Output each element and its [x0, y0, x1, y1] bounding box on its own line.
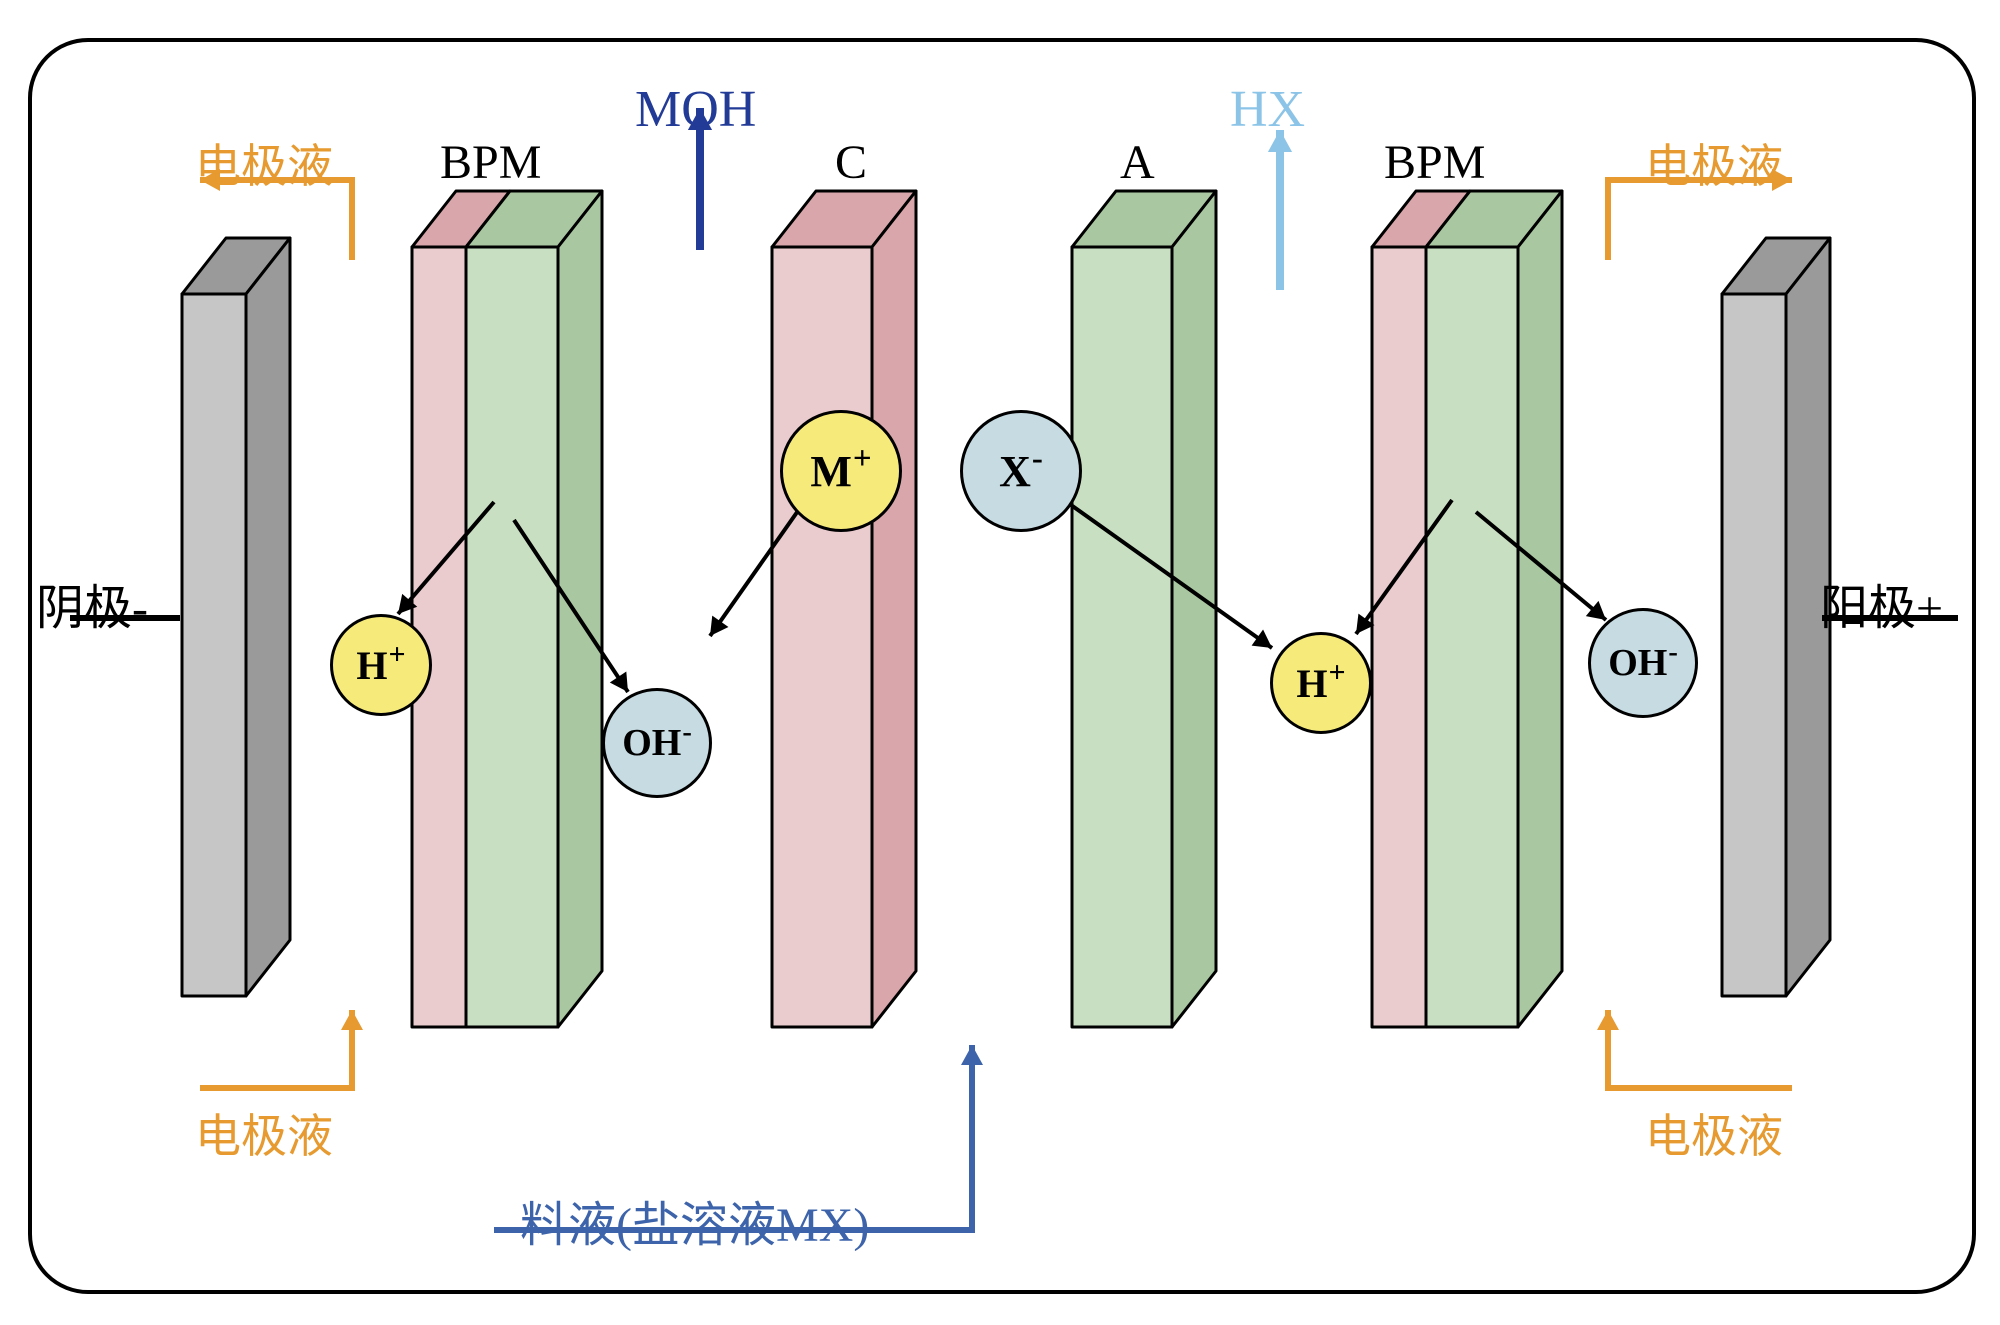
lbl-c: C	[835, 135, 867, 190]
ion-ion-h-right: H+	[1270, 632, 1372, 734]
ion-ion-m: M+	[780, 410, 902, 532]
ion-base: H	[356, 642, 387, 689]
lbl-moh: MOH	[635, 80, 756, 139]
ion-base: OH	[622, 721, 681, 765]
ion-sup: +	[389, 638, 406, 672]
ion-base: OH	[1608, 641, 1667, 685]
lbl-bpm1: BPM	[440, 135, 541, 190]
ion-sup: +	[1329, 656, 1346, 690]
ion-ion-h-left: H+	[330, 614, 432, 716]
ion-sup: -	[1668, 637, 1678, 669]
ion-ion-oh-left: OH-	[602, 688, 712, 798]
lbl-el-tl: 电极液	[195, 130, 333, 196]
ion-sup: +	[853, 441, 872, 478]
ion-sup: -	[682, 717, 692, 749]
lbl-a: A	[1120, 135, 1155, 190]
lbl-hx: HX	[1230, 80, 1305, 139]
lbl-feed: 料液(盐溶液MX)	[520, 1185, 869, 1255]
lbl-el-tr: 电极液	[1645, 130, 1783, 196]
lbl-cathode: 阴极-	[36, 568, 148, 638]
lbl-el-bl: 电极液	[195, 1100, 333, 1166]
ion-base: H	[1296, 660, 1327, 707]
ion-base: M	[810, 446, 852, 497]
lbl-el-br: 电极液	[1645, 1100, 1783, 1166]
ion-ion-x: X-	[960, 410, 1082, 532]
ion-sup: -	[1032, 441, 1043, 478]
lbl-anode: 阳极+	[1820, 568, 1943, 638]
ion-base: X	[999, 446, 1031, 497]
lbl-bpm2: BPM	[1384, 135, 1485, 190]
ion-ion-oh-right: OH-	[1588, 608, 1698, 718]
diagram-stage: H+OH-M+X-H+OH-阴极-阳极+BPMCABPMMOHHX电极液电极液电…	[0, 0, 2000, 1325]
